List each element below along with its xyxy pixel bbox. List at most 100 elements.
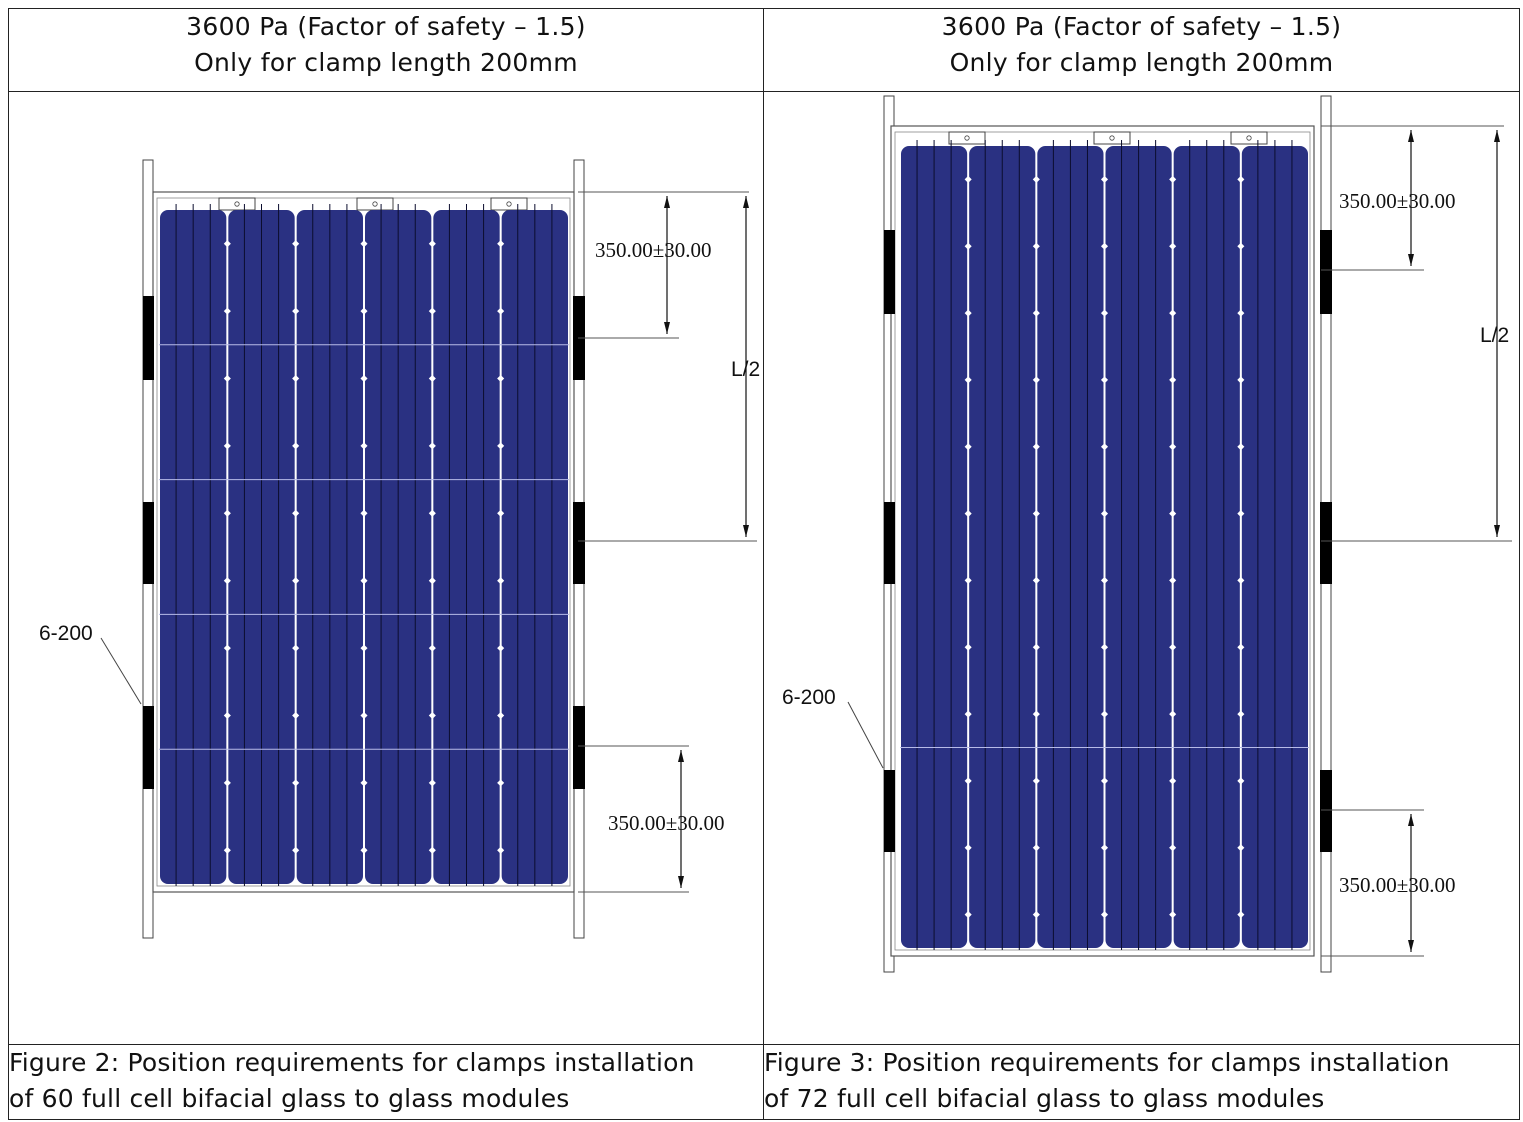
cell-corner-dot bbox=[497, 644, 505, 652]
junction-box bbox=[1230, 131, 1268, 145]
module-60-cells bbox=[142, 159, 585, 939]
figure-cell-right: 350.00±30.00 L/2 350.00±30.00 6-200 bbox=[763, 91, 1520, 1045]
cell-corner-dot bbox=[360, 374, 368, 383]
module-72-cells bbox=[883, 95, 1332, 973]
cell-corner-dot bbox=[1237, 710, 1245, 718]
cell-corner-dot bbox=[428, 779, 436, 787]
cell-corner-dot bbox=[223, 240, 231, 248]
cell-corner-dot bbox=[497, 846, 505, 854]
junction-box-hole bbox=[234, 201, 240, 207]
cell-corner-dot bbox=[497, 509, 505, 517]
cell-corner-dot bbox=[1032, 911, 1040, 919]
junction-box bbox=[356, 197, 394, 211]
caption-line-2: of 72 full cell bifacial glass to glass … bbox=[764, 1084, 1325, 1113]
cell-corner-dot bbox=[1237, 777, 1245, 785]
cell-corner-dot bbox=[497, 577, 505, 585]
cell-corner-dot bbox=[292, 846, 300, 854]
figure-caption-left: Figure 2: Position requirements for clam… bbox=[8, 1044, 764, 1120]
cell-corner-dot bbox=[360, 846, 368, 854]
cell-corner-dot bbox=[964, 844, 972, 852]
cell-corner-dot bbox=[428, 846, 436, 854]
cell-corner-dot bbox=[1169, 376, 1177, 384]
cell-corner-dot bbox=[1169, 643, 1177, 651]
cell-corner-dot bbox=[223, 577, 231, 585]
cell-corner-dot bbox=[1237, 911, 1245, 919]
header-clamp-right: Only for clamp length 200mm bbox=[949, 48, 1334, 77]
cell-corner-dot bbox=[1169, 844, 1177, 852]
panel-header-right: 3600 Pa (Factor of safety – 1.5) Only fo… bbox=[763, 8, 1520, 92]
clamp-left bbox=[143, 502, 154, 584]
clamp-left bbox=[143, 296, 154, 380]
caption-line-2: of 60 full cell bifacial glass to glass … bbox=[9, 1084, 570, 1113]
cell-corner-dot bbox=[223, 509, 231, 517]
dimension-half-label: L/2 bbox=[1480, 324, 1509, 347]
cell-corner-dot bbox=[360, 644, 368, 652]
cell-corner-dot bbox=[428, 442, 436, 450]
cell-corner-dot bbox=[292, 577, 300, 585]
cell-corner-dot bbox=[360, 240, 368, 248]
clamp-right bbox=[1320, 770, 1332, 852]
cell-corner-dot bbox=[964, 443, 972, 451]
header-clamp-left: Only for clamp length 200mm bbox=[194, 48, 578, 77]
junction-box-hole bbox=[372, 201, 378, 207]
cell-corner-dot bbox=[1237, 443, 1245, 451]
cell-corner-dot bbox=[1169, 911, 1177, 919]
cell-corner-dot bbox=[360, 307, 368, 315]
module-drawing-72: 350.00±30.00 L/2 350.00±30.00 6-200 bbox=[782, 95, 1512, 973]
dimension-bottom-label: 350.00±30.00 bbox=[1339, 873, 1456, 897]
panel-header-left: 3600 Pa (Factor of safety – 1.5) Only fo… bbox=[8, 8, 764, 92]
dimension-top-label: 350.00±30.00 bbox=[595, 238, 712, 262]
cell-corner-dot bbox=[497, 442, 505, 450]
junction-box bbox=[1093, 131, 1131, 145]
cell-corner-dot bbox=[223, 307, 231, 315]
cell-corner-dot bbox=[964, 710, 972, 718]
cell-corner-dot bbox=[428, 644, 436, 652]
cell-corner-dot bbox=[223, 374, 231, 383]
caption-line-1: Figure 2: Position requirements for clam… bbox=[9, 1048, 695, 1077]
dimension-bottom-label: 350.00±30.00 bbox=[608, 811, 725, 835]
cell-corner-dot bbox=[1169, 777, 1177, 785]
cell-corner-dot bbox=[497, 711, 505, 720]
cell-corner-dot bbox=[428, 577, 436, 585]
clamp-left bbox=[143, 706, 154, 789]
junction-box-hole bbox=[964, 135, 970, 141]
cell-corner-dot bbox=[428, 307, 436, 315]
module-drawing-60: 350.00±30.00 L/2 350.00±30.00 6-200 bbox=[39, 159, 760, 939]
cell-corner-dot bbox=[964, 911, 972, 919]
junction-box bbox=[948, 131, 986, 145]
clamp-count-label: 6-200 bbox=[39, 622, 93, 645]
cell-corner-dot bbox=[360, 509, 368, 517]
cell-corner-dot bbox=[1169, 443, 1177, 451]
cell-corner-dot bbox=[1032, 710, 1040, 718]
cell-corner-dot bbox=[292, 307, 300, 315]
cell-corner-dot bbox=[964, 242, 972, 250]
cell-corner-dot bbox=[428, 240, 436, 248]
cell-corner-dot bbox=[1237, 844, 1245, 852]
cell-corner-dot bbox=[497, 779, 505, 787]
clamp-right bbox=[573, 706, 585, 789]
cell-corner-dot bbox=[428, 509, 436, 517]
cell-corner-dot bbox=[497, 374, 505, 383]
junction-box bbox=[218, 197, 256, 211]
clamp-right bbox=[573, 502, 585, 584]
cell-corner-dot bbox=[1237, 376, 1245, 384]
junction-box bbox=[490, 197, 528, 211]
cell-corner-dot bbox=[497, 307, 505, 315]
cell-corner-dot bbox=[292, 711, 300, 720]
clamp-left bbox=[884, 230, 895, 314]
cell-corner-dot bbox=[1032, 777, 1040, 785]
cell-corner-dot bbox=[1032, 443, 1040, 451]
clamp-count-label: 6-200 bbox=[782, 686, 836, 709]
cell-corner-dot bbox=[1169, 710, 1177, 718]
header-load-left: 3600 Pa (Factor of safety – 1.5) bbox=[186, 12, 586, 41]
cell-corner-dot bbox=[964, 376, 972, 384]
cell-corner-dot bbox=[1032, 844, 1040, 852]
cell-corner-dot bbox=[1032, 643, 1040, 651]
cell-corner-dot bbox=[223, 644, 231, 652]
cell-corner-dot bbox=[292, 374, 300, 383]
cell-corner-dot bbox=[223, 711, 231, 720]
cell-corner-dot bbox=[497, 240, 505, 248]
cell-corner-dot bbox=[292, 644, 300, 652]
cell-corner-dot bbox=[223, 846, 231, 854]
cell-corner-dot bbox=[292, 240, 300, 248]
